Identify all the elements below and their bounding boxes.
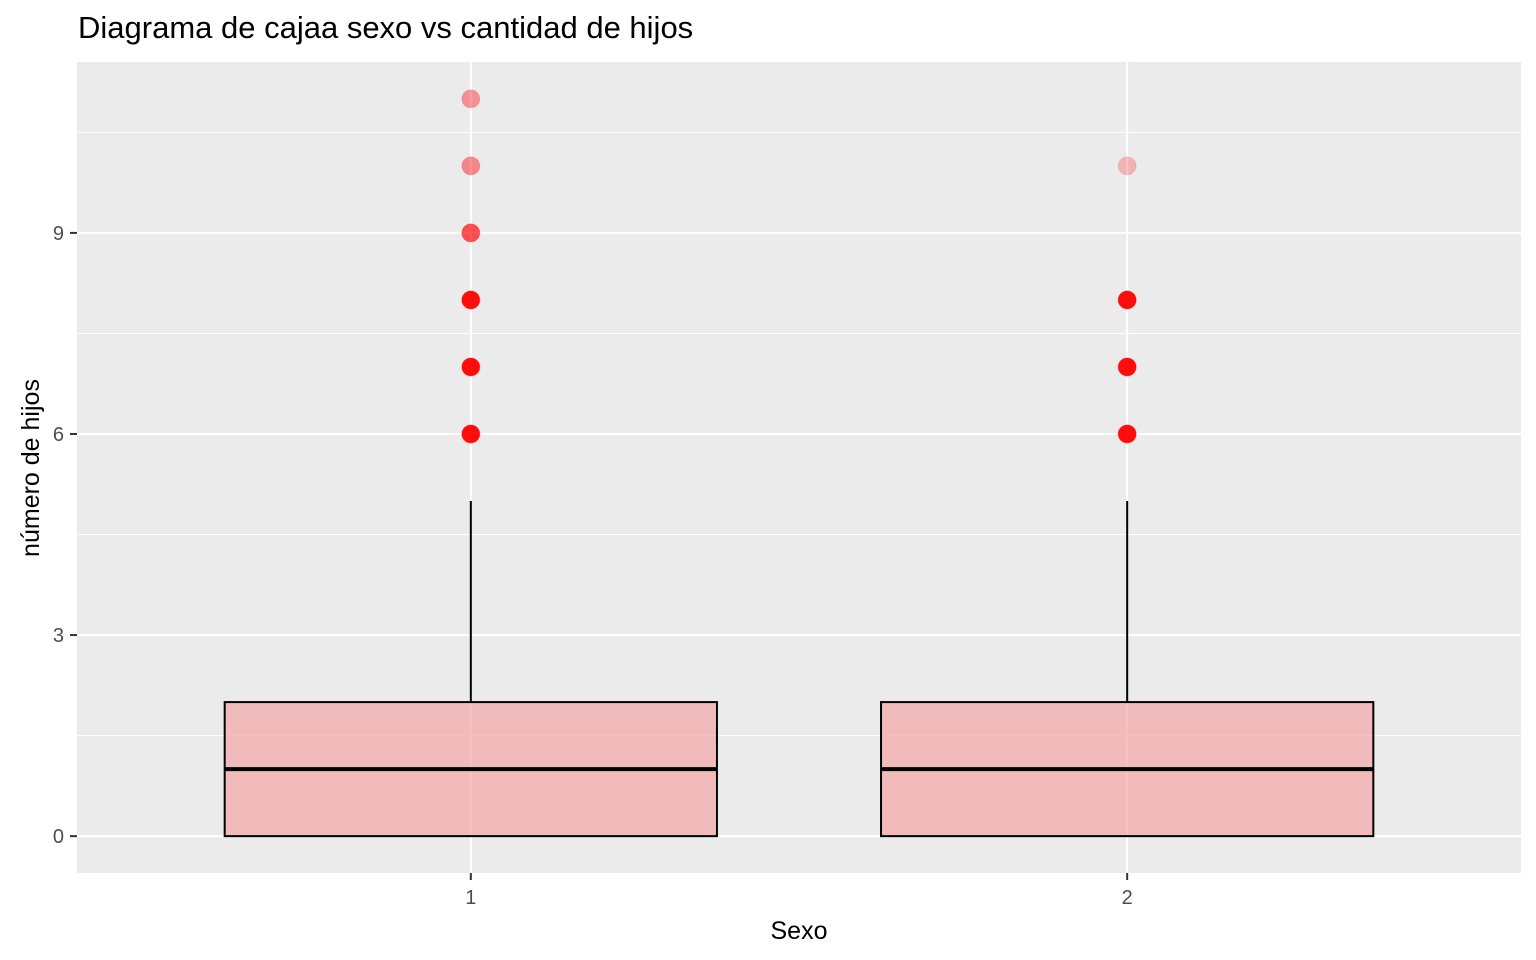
chart-title: Diagrama de cajaa sexo vs cantidad de hi… [78, 10, 694, 45]
outlier-point [1117, 424, 1137, 444]
box-group-1 [223, 89, 718, 838]
y-tick-label: 9 [53, 223, 64, 245]
boxes-layer [223, 89, 1375, 838]
y-tick-label: 6 [53, 424, 64, 446]
x-tick-label: 2 [1122, 887, 1133, 909]
x-tick-label: 1 [465, 887, 476, 909]
outlier-point [1117, 290, 1137, 310]
y-axis-title: número de hijos [17, 379, 45, 557]
y-tick-label: 3 [53, 625, 64, 647]
outlier-point [461, 290, 481, 310]
outlier-point [461, 357, 481, 377]
box-group-2 [880, 156, 1375, 838]
outlier-point [1117, 156, 1137, 176]
x-axis-title: Sexo [771, 917, 828, 945]
outlier-point [461, 223, 481, 243]
outlier-point [461, 424, 481, 444]
y-tick-label: 0 [53, 826, 64, 848]
outlier-point [461, 89, 481, 109]
outlier-point [461, 156, 481, 176]
outlier-point [1117, 357, 1137, 377]
